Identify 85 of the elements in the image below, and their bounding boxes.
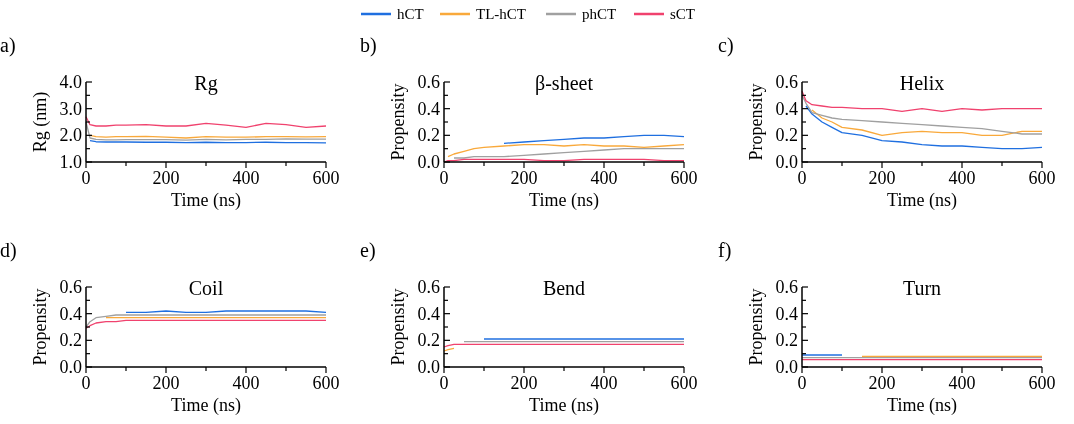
y-tick-label: 1.0 [59,152,82,172]
x-tick-label: 0 [797,373,807,393]
y-tick-label: 0.6 [417,72,440,92]
x-axis-title: Time (ns) [887,190,957,211]
x-tick-label: 0 [81,168,91,188]
x-tick-label: 400 [232,168,260,188]
y-tick-label: 0.0 [417,152,440,172]
x-tick-label: 600 [312,168,340,188]
x-axis-title: Time (ns) [171,190,241,211]
x-tick-label: 400 [590,168,618,188]
line-series [453,148,685,159]
line-series [85,314,327,328]
y-axis-title: Rg (nm) [30,91,51,153]
text: e) [360,239,376,262]
chart-title: Turn [902,277,942,299]
y-tick-label: 0.2 [417,330,440,351]
line-series [85,116,327,128]
x-axis-title: Time (ns) [887,395,957,416]
chart-title: Coil [188,277,224,299]
x-tick-label: 0 [797,168,807,188]
x-tick-label: 0 [439,168,449,188]
y-tick-label: 3.0 [59,98,82,119]
y-tick-label: 0.4 [775,303,798,324]
chart-title: β-sheet [535,72,594,95]
legend-label: TL-hCT [476,6,526,22]
x-tick-label: 400 [590,373,618,393]
x-tick-label: 400 [232,373,260,393]
line-series [801,94,1043,135]
y-tick-label: 0.6 [775,72,798,92]
y-tick-label: 0.2 [59,330,82,351]
y-axis-title: Propensity [388,288,408,366]
x-tick-label: 600 [1028,373,1056,393]
x-tick-label: 600 [1028,168,1056,188]
text: d) [0,239,17,262]
text: c) [718,34,734,57]
y-tick-label: 0.6 [59,277,82,297]
x-axis-title: Time (ns) [529,395,599,416]
x-tick-label: 600 [670,373,698,393]
y-axis-title: Propensity [746,288,766,366]
x-tick-label: 600 [670,168,698,188]
y-tick-label: 0.0 [59,357,82,377]
x-tick-label: 200 [868,373,896,393]
y-tick-label: 0.4 [417,98,440,119]
y-tick-label: 0.6 [775,277,798,297]
text: a) [0,34,16,57]
line-series [447,144,685,158]
x-tick-label: 400 [948,373,976,393]
y-tick-label: 2.0 [59,125,82,146]
x-tick-label: 600 [312,373,340,393]
x-tick-label: 0 [81,373,91,393]
y-tick-label: 0.0 [775,357,798,377]
y-tick-label: 0.0 [775,152,798,172]
line-series [811,109,1043,136]
y-axis-title: Propensity [30,288,50,366]
chart-title: Bend [542,277,586,299]
y-tick-label: 0.4 [59,303,82,324]
x-tick-label: 200 [152,373,180,393]
y-tick-label: 0.2 [775,125,798,146]
x-tick-label: 400 [948,168,976,188]
text: f) [718,239,732,262]
x-axis-title: Time (ns) [171,395,241,416]
chart-title: Rg [194,72,218,95]
y-axis-title: Propensity [388,83,408,161]
y-tick-label: 4.0 [59,72,82,92]
x-tick-label: 200 [152,168,180,188]
x-axis-title: Time (ns) [529,190,599,211]
x-tick-label: 200 [510,168,538,188]
chart-title: Helix [899,72,945,94]
y-tick-label: 0.4 [417,303,440,324]
legend-label: hCT [397,6,424,22]
legend-label: sCT [670,6,696,22]
y-axis-title: Propensity [746,83,766,161]
x-tick-label: 0 [439,373,449,393]
line-series [801,90,1043,112]
line-series [805,105,1043,150]
x-tick-label: 200 [868,168,896,188]
text: b) [360,34,377,57]
y-tick-label: 0.0 [417,357,440,377]
y-tick-label: 0.2 [417,125,440,146]
x-tick-label: 200 [510,373,538,393]
y-tick-label: 0.6 [417,277,440,297]
y-tick-label: 0.2 [775,330,798,351]
y-tick-label: 0.4 [775,98,798,119]
line-series [503,134,685,144]
legend-label: phCT [582,6,617,22]
